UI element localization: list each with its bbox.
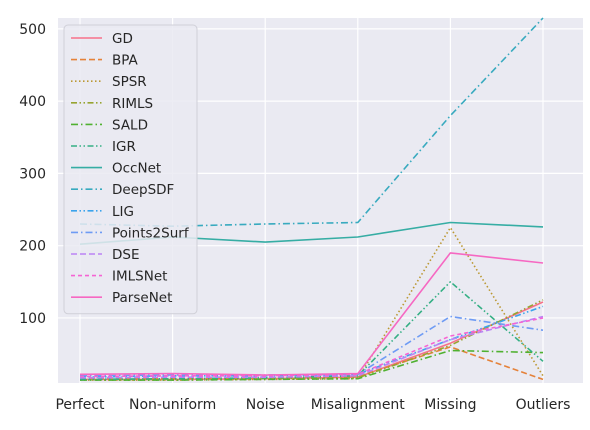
x-tick-label: Noise <box>246 397 285 413</box>
legend-box <box>63 24 198 315</box>
x-tick-label: Outliers <box>516 397 571 413</box>
y-tick-label: 100 <box>19 311 46 327</box>
series-line-bpa <box>80 346 544 381</box>
series-line-rimls <box>80 299 544 381</box>
y-tick-label: 500 <box>19 22 46 38</box>
legend-label: IGR <box>112 139 136 155</box>
legend-label: IMLSNet <box>112 269 167 285</box>
series-line-igr <box>79 280 544 381</box>
legend-label: BPA <box>112 53 139 69</box>
x-tick-label: Misalignment <box>311 397 406 413</box>
y-axis-ticks: 100 200 300 400 500 <box>19 22 46 327</box>
legend-label: GD <box>112 31 133 47</box>
legend: GD BPA SPSR RIMLS SALD IGR OccNet DeepSDF LIG Poi… <box>63 24 198 315</box>
x-tick-label: Missing <box>424 397 476 413</box>
series-line-parsenet <box>79 252 544 376</box>
x-axis-ticks: Perfect Non-uniform Noise Misalignment Missi… <box>55 397 570 413</box>
series-line-dse <box>79 315 544 379</box>
legend-label: ParseNet <box>112 290 172 306</box>
legend-label: OccNet <box>112 161 161 177</box>
legend-label: Points2Surf <box>112 225 190 241</box>
x-tick-label: Perfect <box>55 397 105 413</box>
legend-label: SPSR <box>112 74 147 90</box>
legend-label: RIMLS <box>112 96 153 112</box>
y-tick-label: 400 <box>19 94 46 110</box>
x-tick-label: Non-uniform <box>129 397 216 413</box>
y-tick-label: 200 <box>19 239 46 255</box>
y-tick-label: 300 <box>19 166 46 182</box>
legend-label: SALD <box>112 117 148 133</box>
legend-label: DeepSDF <box>112 182 174 198</box>
legend-label: LIG <box>112 204 134 220</box>
legend-label: DSE <box>112 247 140 263</box>
series-line-sald <box>80 349 544 381</box>
